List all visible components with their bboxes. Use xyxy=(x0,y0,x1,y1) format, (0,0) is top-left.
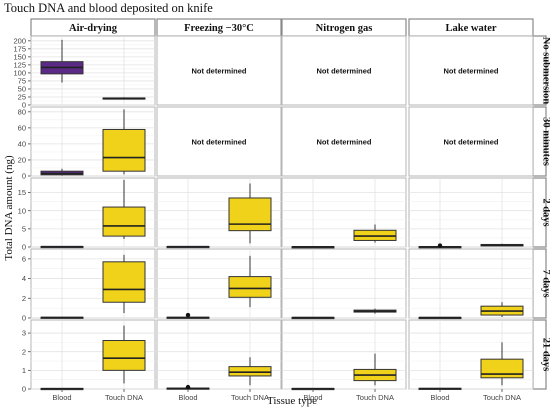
y-tick-label: 1 xyxy=(22,366,26,375)
panel-frame xyxy=(408,35,534,106)
panel-frame xyxy=(408,106,534,177)
y-tick-label: 0 xyxy=(22,385,26,394)
y-tick-label: 5 xyxy=(22,224,26,233)
x-tick-label: Blood xyxy=(303,393,322,402)
y-tick-label: 200 xyxy=(13,36,26,45)
row-strip-label: No submersion xyxy=(541,37,550,105)
y-tick-label: 125 xyxy=(13,60,26,69)
y-tick-label: 10 xyxy=(18,206,26,215)
x-axis-title: Tissue type xyxy=(267,395,317,407)
x-tick-label: Blood xyxy=(178,393,197,402)
panel-frame xyxy=(408,177,534,248)
facet-grid: Air-drying Freezing −30°C Nitrogen gas Lake… xyxy=(13,18,550,402)
y-tick-label: 0 xyxy=(22,172,26,181)
y-tick-label: 15 xyxy=(18,188,26,197)
row-strip-label: 30 minutes xyxy=(541,117,550,166)
y-tick-label: 175 xyxy=(13,44,26,53)
touch-dna-box xyxy=(102,340,146,371)
column-strip-label: Nitrogen gas xyxy=(316,23,373,34)
y-tick-label: 20 xyxy=(18,156,26,165)
touch-dna-box xyxy=(102,128,146,172)
panel-frame xyxy=(156,319,282,390)
y-tick-label: 2 xyxy=(22,294,26,303)
blood-outlier-point xyxy=(185,312,191,318)
column-strip-label: Lake water xyxy=(445,23,496,34)
y-tick-label: 0 xyxy=(22,314,26,323)
x-tick-label: Blood xyxy=(52,393,71,402)
not-determined-label: Not determined xyxy=(191,67,246,76)
y-tick-label: 40 xyxy=(18,140,26,149)
x-tick-label: Touch DNA xyxy=(231,393,269,402)
not-determined-label: Not determined xyxy=(191,138,246,147)
touch-dna-box xyxy=(102,206,146,237)
y-tick-label: 4 xyxy=(22,274,26,283)
y-tick-label: 60 xyxy=(18,123,26,132)
x-tick-label: Touch DNA xyxy=(483,393,521,402)
touch-dna-box xyxy=(480,358,524,379)
x-tick-label: Blood xyxy=(430,393,449,402)
blood-outlier-point xyxy=(185,384,191,390)
panel-frame xyxy=(281,248,407,319)
not-determined-label: Not determined xyxy=(316,138,371,147)
blood-outlier-point xyxy=(437,243,443,248)
column-strip-label: Air-drying xyxy=(69,23,118,34)
touch-dna-box xyxy=(228,197,272,232)
y-tick-label: 0 xyxy=(22,243,26,252)
column-strip-label: Freezing −30°C xyxy=(184,23,254,34)
panel-frame xyxy=(281,35,407,106)
y-tick-label: 25 xyxy=(18,93,26,102)
chart-title: Touch DNA and blood deposited on knife xyxy=(4,1,213,15)
y-tick-label: 3 xyxy=(22,329,26,338)
row-strip-label: 7 days xyxy=(541,269,550,297)
touch-dna-box xyxy=(102,261,146,303)
y-tick-label: 2 xyxy=(22,347,26,356)
y-tick-label: 75 xyxy=(18,77,26,86)
panel-frame xyxy=(156,106,282,177)
row-strip-label: 2 days xyxy=(541,198,550,226)
panel-frame xyxy=(408,319,534,390)
y-tick-label: 80 xyxy=(18,107,26,116)
x-tick-label: Touch DNA xyxy=(105,393,143,402)
panel-frame xyxy=(156,35,282,106)
y-tick-label: 50 xyxy=(18,85,26,94)
panel-frame xyxy=(281,106,407,177)
y-axis-title: Total DNA amount (ng) xyxy=(3,155,15,261)
y-tick-label: 6 xyxy=(22,254,26,263)
y-tick-label: 100 xyxy=(13,69,26,78)
x-tick-label: Touch DNA xyxy=(356,393,394,402)
touch-dna-box xyxy=(228,366,272,377)
touch-dna-box xyxy=(228,276,272,298)
y-tick-label: 0 xyxy=(22,101,26,110)
y-tick-label: 150 xyxy=(13,52,26,61)
not-determined-label: Not determined xyxy=(316,67,371,76)
not-determined-label: Not determined xyxy=(443,67,498,76)
not-determined-label: Not determined xyxy=(443,138,498,147)
row-strip-label: 21 days xyxy=(541,338,550,372)
panel-frame xyxy=(156,177,282,248)
